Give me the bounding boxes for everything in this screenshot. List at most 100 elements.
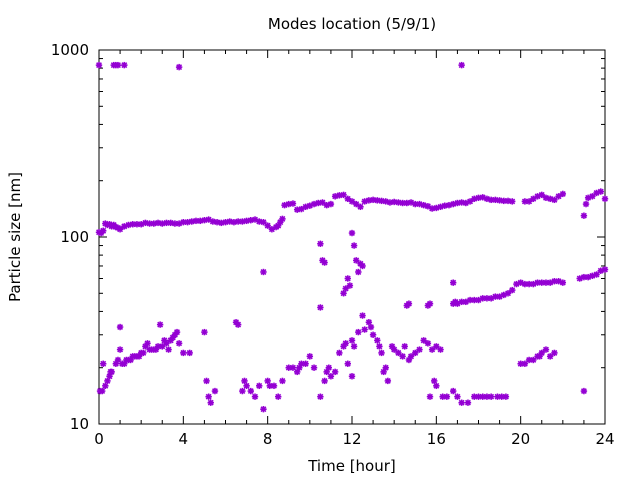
y-tick-label: 1000 bbox=[51, 41, 89, 59]
x-tick-label: 8 bbox=[263, 430, 273, 448]
data-point bbox=[464, 399, 472, 406]
data-point bbox=[361, 326, 368, 333]
data-point bbox=[243, 382, 250, 390]
data-point bbox=[247, 387, 254, 395]
data-point bbox=[500, 291, 507, 299]
x-tick-label: 24 bbox=[595, 430, 614, 448]
data-point bbox=[405, 300, 413, 307]
data-point bbox=[279, 377, 286, 385]
data-point bbox=[211, 387, 219, 395]
data-point bbox=[325, 364, 333, 371]
data-point bbox=[125, 221, 132, 229]
data-point bbox=[197, 217, 204, 225]
data-point bbox=[355, 328, 362, 336]
data-point bbox=[289, 364, 297, 371]
data-point bbox=[251, 393, 259, 400]
data-point bbox=[264, 377, 271, 385]
data-point bbox=[374, 337, 381, 344]
plot-area-frame bbox=[98, 49, 606, 425]
data-point bbox=[450, 279, 457, 286]
data-point bbox=[317, 393, 324, 400]
axis-ticks bbox=[98, 49, 606, 425]
data-point bbox=[355, 268, 362, 276]
x-tick-label: 12 bbox=[342, 430, 361, 448]
data-point bbox=[144, 340, 151, 347]
data-point bbox=[102, 382, 109, 390]
data-points bbox=[95, 61, 609, 413]
data-point bbox=[428, 346, 436, 353]
data-point bbox=[173, 328, 181, 336]
data-point bbox=[98, 387, 106, 395]
data-point bbox=[559, 190, 567, 198]
data-point bbox=[580, 387, 588, 395]
data-point bbox=[319, 199, 326, 206]
data-point bbox=[321, 259, 328, 266]
data-point bbox=[340, 191, 347, 199]
data-point bbox=[234, 321, 242, 328]
data-point bbox=[348, 373, 356, 380]
data-point bbox=[201, 328, 208, 336]
data-point bbox=[582, 200, 590, 208]
data-point bbox=[597, 188, 604, 195]
data-point bbox=[359, 312, 366, 319]
data-point bbox=[420, 337, 427, 344]
x-tick-label: 4 bbox=[179, 430, 189, 448]
data-point bbox=[317, 304, 324, 311]
data-point bbox=[175, 340, 183, 347]
data-point bbox=[302, 360, 309, 367]
data-point bbox=[184, 218, 191, 226]
data-point bbox=[369, 196, 377, 204]
data-point bbox=[433, 382, 440, 390]
x-tick-label: 16 bbox=[427, 430, 446, 448]
x-tick-label: 0 bbox=[94, 430, 104, 448]
data-point bbox=[601, 266, 609, 273]
data-point bbox=[159, 343, 166, 350]
data-point bbox=[260, 268, 267, 276]
data-point bbox=[426, 393, 434, 400]
data-point bbox=[186, 349, 193, 357]
x-tick-label: 20 bbox=[511, 430, 530, 448]
data-point bbox=[487, 393, 495, 400]
data-point bbox=[382, 364, 389, 371]
data-point bbox=[156, 321, 164, 328]
data-point bbox=[114, 61, 122, 69]
data-point bbox=[369, 331, 377, 338]
data-point bbox=[344, 360, 351, 367]
data-point bbox=[270, 382, 278, 390]
data-point bbox=[140, 349, 147, 357]
data-point bbox=[175, 63, 183, 71]
data-point bbox=[357, 203, 364, 211]
data-point bbox=[289, 200, 297, 207]
data-point bbox=[359, 262, 366, 270]
data-point bbox=[163, 340, 170, 347]
data-point bbox=[205, 393, 212, 400]
y-tick-label: 10 bbox=[70, 415, 89, 433]
data-point bbox=[559, 279, 567, 286]
data-point bbox=[241, 377, 248, 385]
data-point bbox=[116, 226, 124, 233]
data-point bbox=[327, 200, 335, 208]
data-point bbox=[551, 349, 558, 357]
data-point bbox=[466, 198, 474, 205]
data-point bbox=[454, 393, 461, 400]
data-point bbox=[509, 286, 516, 294]
data-point bbox=[350, 343, 358, 350]
data-point bbox=[331, 368, 339, 376]
data-point bbox=[546, 353, 554, 360]
data-point bbox=[458, 399, 465, 406]
data-point bbox=[321, 377, 328, 385]
data-point bbox=[542, 346, 550, 353]
axis-tick-labels: 0 4 8 12 16 20 24 10 100 1000 bbox=[51, 41, 615, 448]
data-point bbox=[348, 229, 356, 237]
data-point bbox=[593, 271, 600, 278]
data-point bbox=[502, 393, 510, 400]
data-point bbox=[443, 393, 451, 400]
data-point bbox=[104, 377, 111, 385]
data-point bbox=[100, 227, 107, 234]
data-point bbox=[437, 346, 444, 353]
data-point bbox=[180, 349, 187, 357]
x-axis-title: Time [hour] bbox=[307, 457, 396, 475]
data-point bbox=[108, 368, 115, 376]
data-point bbox=[256, 382, 263, 390]
